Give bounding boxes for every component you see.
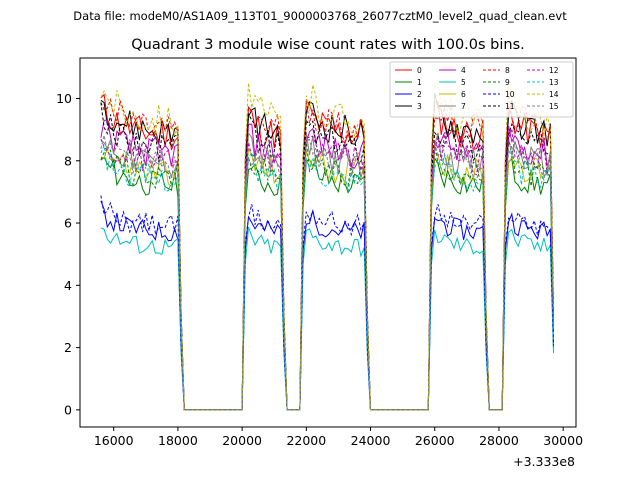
series-line-0	[100, 93, 554, 411]
legend-label-15: 15	[549, 102, 559, 111]
y-tick-label: 4	[64, 278, 72, 293]
x-tick-label: 30000	[543, 433, 583, 448]
legend-label-7: 7	[461, 102, 466, 111]
y-tick-label: 10	[56, 91, 72, 106]
x-tick-label: 16000	[94, 433, 134, 448]
legend-label-1: 1	[417, 78, 422, 87]
legend-label-10: 10	[505, 90, 515, 99]
series-line-9	[100, 140, 554, 411]
x-tick-label: 28000	[479, 433, 519, 448]
series-line-5	[100, 226, 554, 411]
plot-lines	[100, 81, 554, 411]
legend-label-12: 12	[549, 66, 559, 75]
y-tick-label: 2	[64, 340, 72, 355]
x-tick-label: 22000	[286, 433, 326, 448]
chart-title: Quadrant 3 module wise count rates with …	[131, 37, 525, 53]
series-line-4	[100, 119, 554, 411]
legend-label-5: 5	[461, 78, 466, 87]
legend-label-0: 0	[417, 66, 422, 75]
y-tick-label: 8	[64, 153, 72, 168]
legend-label-9: 9	[505, 78, 510, 87]
x-tick-label: 18000	[158, 433, 198, 448]
series-line-2	[100, 200, 554, 411]
legend-label-13: 13	[549, 78, 559, 87]
legend-label-14: 14	[549, 90, 559, 99]
x-tick-label: 26000	[415, 433, 455, 448]
legend-box	[389, 61, 574, 118]
x-offset-label: +3.333e8	[513, 454, 575, 469]
y-tick-label: 0	[64, 402, 72, 417]
x-tick-label: 24000	[351, 433, 391, 448]
y-tick-label: 6	[64, 216, 72, 231]
series-line-15	[100, 135, 554, 411]
legend-label-2: 2	[417, 90, 422, 99]
legend-label-8: 8	[505, 66, 510, 75]
legend-label-11: 11	[505, 102, 515, 111]
x-axis: 16000 18000 20000 22000 24000 26000 28000 30000	[94, 427, 583, 448]
legend-label-4: 4	[461, 66, 466, 75]
series-line-11	[100, 102, 554, 411]
plot-frame	[79, 57, 577, 428]
legend-label-3: 3	[417, 102, 422, 111]
x-tick-label: 20000	[222, 433, 262, 448]
series-line-13	[100, 143, 554, 411]
chart-suptitle: Data file: modeM0/AS1A09_113T01_90000037…	[73, 9, 567, 23]
series-line-10	[100, 195, 554, 411]
y-axis: 0 2 4 6 8 10	[56, 91, 80, 417]
series-line-12	[100, 128, 554, 411]
series-line-8	[100, 87, 554, 411]
legend-label-6: 6	[461, 90, 466, 99]
